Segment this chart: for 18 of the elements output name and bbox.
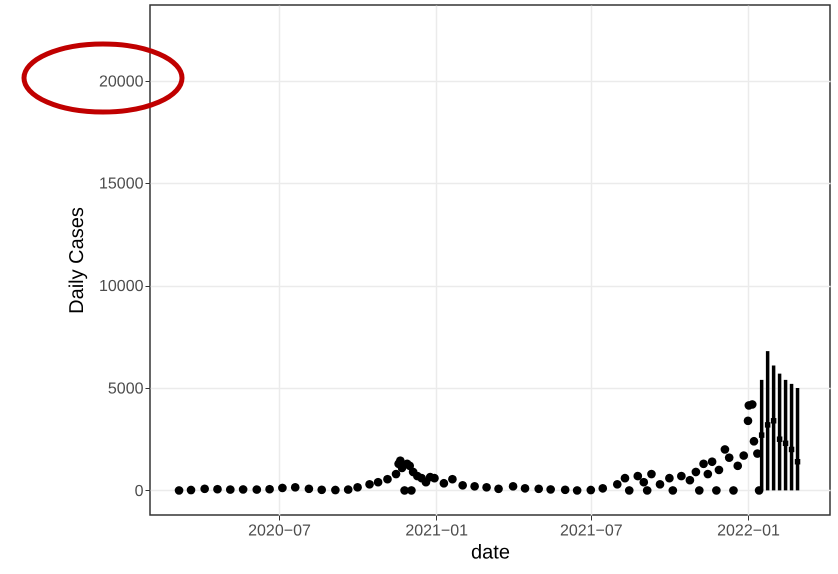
y-tick-label: 10000 [99, 278, 144, 296]
y-tick-label: 0 [134, 482, 144, 500]
point [776, 436, 782, 442]
x-tick-label: 2021−01 [405, 522, 468, 540]
point [770, 418, 776, 424]
x-tick-label: 2022−01 [717, 522, 780, 540]
x-tick-label: 2020−07 [248, 522, 311, 540]
x-tick-label: 2021−07 [560, 522, 623, 540]
point [758, 432, 764, 438]
y-tick-label: 20000 [99, 73, 144, 90]
point [782, 440, 788, 446]
point [764, 422, 770, 428]
x-axis-title: date [471, 542, 510, 564]
point [794, 459, 800, 464]
point [788, 446, 794, 452]
y-tick-label: 5000 [108, 380, 144, 398]
y-tick-label: 15000 [99, 176, 144, 193]
y-axis-title: Daily Cases [66, 207, 88, 314]
